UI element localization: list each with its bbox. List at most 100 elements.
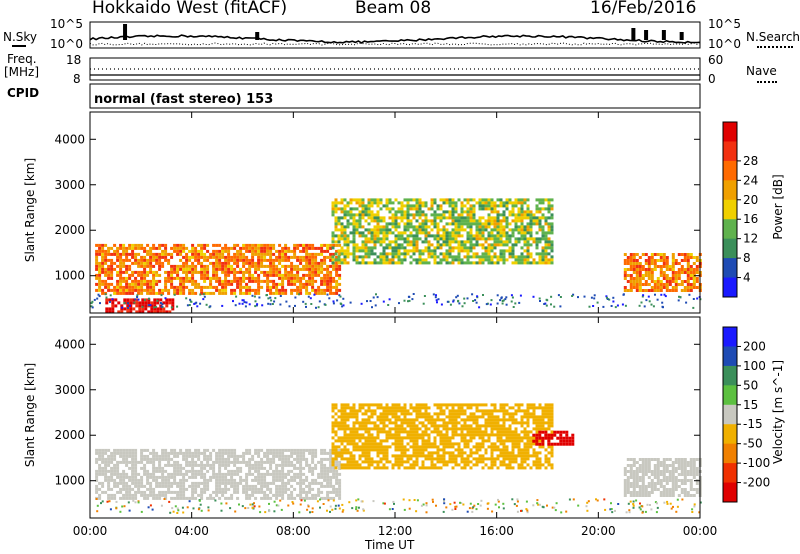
velocity-cell [499, 430, 503, 434]
velocity-cell [161, 451, 165, 455]
velocity-cell [451, 457, 455, 461]
power-cell [182, 246, 186, 250]
velocity-cell [475, 430, 479, 434]
power-cell [317, 285, 321, 289]
power-cell [227, 246, 231, 250]
power-cell [385, 243, 389, 247]
power-noise-cell [501, 300, 504, 302]
power-cell [460, 222, 464, 226]
velocity-cell [499, 463, 503, 467]
velocity-cell [278, 454, 282, 458]
power-cell [671, 289, 675, 292]
power-cell [98, 246, 102, 250]
power-noise-cell [502, 299, 505, 302]
velocity-cell [110, 460, 114, 464]
power-cell [230, 291, 234, 295]
velocity-cell [430, 430, 434, 434]
velocity-cell [95, 457, 99, 461]
velocity-cell [460, 466, 464, 470]
velocity-cell [119, 496, 123, 500]
power-cell [388, 252, 392, 256]
power-cell [194, 267, 198, 271]
velocity-cell [218, 466, 222, 470]
power-cell [185, 258, 189, 262]
power-noise-cell [514, 302, 517, 305]
velocity-cell [125, 490, 129, 494]
velocity-cell [481, 403, 485, 407]
power-cell [520, 201, 524, 205]
velocity-cell [502, 403, 506, 407]
velocity-cell [305, 490, 309, 494]
velocity-cell [149, 451, 153, 455]
velocity-cell [125, 487, 129, 491]
power-cell [376, 261, 380, 265]
power-noise-cell [592, 305, 595, 307]
velocity-cell [421, 460, 425, 464]
power-cell [128, 246, 132, 250]
power-cell [674, 277, 678, 280]
power-cell [379, 243, 383, 247]
power-cell [550, 216, 554, 220]
power-cell [448, 261, 452, 265]
power-cell [165, 301, 169, 305]
power-cell [487, 237, 491, 241]
power-cell [514, 204, 518, 208]
power-noise-cell [496, 302, 499, 305]
velocity-cell [128, 478, 132, 482]
power-cell [340, 216, 344, 220]
velocity-cell [326, 493, 330, 497]
velocity-cell [499, 442, 503, 446]
power-cell [266, 270, 270, 274]
power-cell [388, 207, 392, 211]
velocity-cell [364, 403, 368, 407]
velocity-cell [161, 448, 165, 452]
power-cell [370, 228, 374, 232]
power-cell [409, 207, 413, 211]
velocity-cell [412, 466, 416, 470]
power-cell [314, 264, 318, 268]
velocity-cell [140, 478, 144, 482]
power-cell [535, 240, 539, 244]
power-cell [379, 216, 383, 220]
velocity-cell [269, 463, 273, 467]
power-cell [689, 256, 693, 259]
power-noise-cell [133, 301, 136, 304]
velocity-cell [158, 466, 162, 470]
power-cell [406, 210, 410, 214]
power-cell [173, 288, 177, 292]
velocity-cell [272, 472, 276, 476]
velocity-cell [388, 406, 392, 410]
power-cell [385, 222, 389, 226]
power-cell [95, 276, 99, 280]
power-cell [218, 267, 222, 271]
velocity-cell [140, 475, 144, 479]
velocity-cell [472, 430, 476, 434]
power-cell [209, 282, 213, 286]
power-cell [331, 204, 335, 208]
power-cell [167, 291, 171, 295]
velocity-cell [331, 403, 335, 407]
power-cell [113, 249, 117, 253]
power-cell [245, 246, 249, 250]
velocity-cell [520, 409, 524, 413]
power-cell [629, 268, 633, 271]
velocity-cell [167, 460, 171, 464]
velocity-cell [475, 421, 479, 425]
velocity-cell [221, 472, 225, 476]
power-cell [623, 286, 627, 289]
velocity-cell [490, 442, 494, 446]
power-cell [134, 285, 138, 289]
velocity-cell [526, 430, 530, 434]
velocity-cell [538, 406, 542, 410]
power-cell [424, 204, 428, 208]
power-cell [182, 243, 186, 247]
power-cell [421, 225, 425, 229]
velocity-cell [367, 439, 371, 443]
velocity-cell [523, 433, 527, 437]
power-cell [290, 249, 294, 253]
velocity-cell [412, 436, 416, 440]
power-cell [194, 252, 198, 256]
power-cell [287, 279, 291, 283]
velocity-cell [242, 460, 246, 464]
velocity-cell [367, 436, 371, 440]
